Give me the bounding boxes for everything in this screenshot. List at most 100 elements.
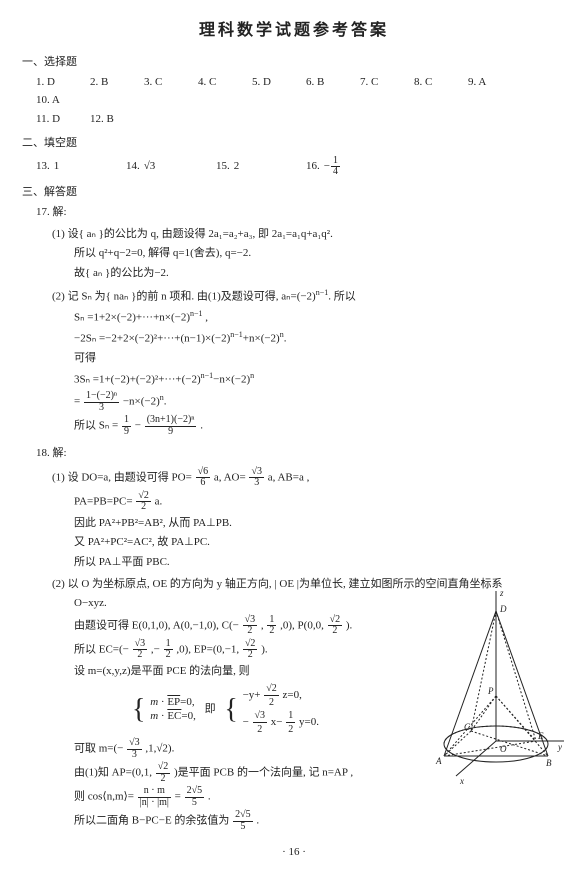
frac: √66 [196, 467, 211, 489]
frac: √22 [328, 615, 343, 637]
text: ,1,√2). [145, 743, 174, 755]
mc-row-1: 1. D2. B3. C4. C5. D6. B7. C8. C9. A10. … [36, 74, 566, 109]
text: . 所以 [328, 290, 356, 302]
eq-left: m · EP=0, m · EC=0, [150, 695, 196, 724]
text: z=0, [282, 689, 301, 701]
lbl-C: C [464, 722, 471, 732]
sup: n−1 [230, 330, 243, 339]
text: −n×(−2) [123, 396, 160, 408]
text: x− [271, 716, 283, 728]
cone-figure: z D P O A B C E y x [426, 586, 566, 786]
frac: √32 [243, 615, 258, 637]
n: √3 [253, 709, 268, 723]
text: . [284, 333, 287, 345]
d: 2 [267, 626, 276, 637]
d: 2 [253, 723, 268, 736]
q17-p2: (2) 记 Sₙ 为{ naₙ }的前 n 项和. 由(1)及题设可得, aₙ=… [52, 287, 566, 306]
mc-item: 12. B [90, 111, 144, 129]
text: = [74, 396, 80, 408]
section-mc-header: 一、选择题 [22, 54, 566, 72]
frac: √22 [243, 639, 258, 661]
frac: √32 [253, 709, 268, 736]
eq-right: −y+ √22 z=0, − √32 x− 12 y=0. [243, 682, 319, 736]
text: 则 cos⟨n,m⟩= [74, 791, 134, 803]
q18-l11: 则 cos⟨n,m⟩= n · m|n| · |m| = 2√55 . [74, 786, 566, 808]
text: −n×(−2) [213, 374, 250, 386]
q18-l4: 又 PA²+PC²=AC², 故 PA⊥PC. [74, 534, 566, 552]
frac-num: 1−(−2)ⁿ [84, 391, 119, 403]
fb-label: 13. [36, 158, 50, 176]
frac: √22 [136, 491, 151, 513]
text: y=0. [299, 716, 319, 728]
lbl-P: P [487, 686, 494, 696]
q17-l2: 故{ aₙ }的公比为−2. [74, 265, 566, 283]
text: ,− [151, 643, 160, 655]
text: 3Sₙ =1+(−2)+(−2)²+···+(−2) [74, 374, 201, 386]
sup: n [250, 371, 254, 380]
text: 所以 Sₙ = [74, 420, 118, 432]
lbl-A: A [435, 756, 442, 766]
q18-p2: (2) 以 O 为坐标原点, OE 的方向为 y 轴正方向, | OE |为单位… [52, 576, 566, 833]
frac-den: 3 [84, 403, 119, 414]
d: 2 [133, 650, 148, 661]
vec-ec: EC [167, 710, 181, 722]
fb-value: 1 [54, 158, 60, 176]
d: 5 [233, 822, 253, 833]
text: − [135, 420, 141, 432]
sup: n−1 [190, 309, 203, 318]
q17-l8: 所以 Sₙ = 1 9 − (3n+1)(−2)ⁿ 9 . [74, 415, 566, 437]
q18-l2: PA=PB=PC= √22 a. [74, 491, 566, 513]
frac: 1−(−2)ⁿ 3 [84, 391, 119, 413]
mc-item: 8. C [414, 74, 468, 92]
d: 2 [156, 774, 171, 785]
text: ,0), P(0,0, [280, 619, 324, 631]
q17-p1: (1) 设{ aₙ }的公比为 q, 由题设得 2a₁=a₂+a₃, 即 2a₁… [52, 226, 566, 244]
text: ). [261, 643, 267, 655]
text: 由题设可得 E(0,1,0), A(0,−1,0), C(− [74, 619, 239, 631]
bold-m: m [150, 710, 158, 722]
text: −y+ [243, 689, 261, 701]
frac-num: (3n+1)(−2)ⁿ [145, 415, 197, 427]
fb-item-13: 13. 1 [36, 156, 126, 178]
text: 由(1)知 AP=(0,1, [74, 767, 152, 779]
fb-row: 13. 1 14. √3 15. 2 16. − 1 4 [36, 156, 566, 178]
lbl-z: z [499, 588, 504, 598]
frac-num: 1 [122, 415, 131, 427]
fb-item-16: 16. − 1 4 [306, 156, 396, 178]
q18-l5: 所以 PA⊥平面 PBC. [74, 554, 566, 572]
vec-ep: EP [167, 696, 180, 708]
mc-item: 9. A [468, 74, 522, 92]
mc-item: 2. B [90, 74, 144, 92]
text: 所以 EC=(− [74, 643, 129, 655]
fb-item-15: 15. 2 [216, 156, 306, 178]
q17-header: 17. 解: [36, 204, 566, 222]
mc-item: 1. D [36, 74, 90, 92]
sup: n−1 [201, 371, 214, 380]
lbl-D: D [499, 604, 507, 614]
mc-row-2: 11. D12. B [36, 111, 566, 129]
d: 3 [127, 750, 142, 761]
d: 2 [286, 723, 295, 736]
frac: 2√55 [233, 810, 253, 832]
q18-header: 18. 解: [36, 445, 566, 463]
mc-item: 10. A [36, 92, 90, 110]
frac: n · m|n| · |m| [138, 786, 171, 808]
text: ). [346, 619, 352, 631]
brace-icon: { [132, 697, 145, 722]
lbl-O: O [500, 744, 507, 754]
d: 5 [185, 798, 205, 809]
text: Sₙ =1+2×(−2)+···+n×(−2) [74, 311, 190, 323]
text: , [203, 311, 209, 323]
page-footer: · 16 · [22, 844, 566, 862]
mc-item: 4. C [198, 74, 252, 92]
frac: (3n+1)(−2)ⁿ 9 [145, 415, 197, 437]
section-fb-header: 二、填空题 [22, 135, 566, 153]
frac: 1 9 [122, 415, 131, 437]
frac-den: 9 [145, 427, 197, 438]
frac-den: 9 [122, 427, 131, 438]
frac: √33 [127, 738, 142, 760]
eq-mid: 即 [205, 703, 216, 715]
text: PA=PB=PC= [74, 495, 133, 507]
doc-title: 理科数学试题参考答案 [22, 18, 566, 44]
q17-l6: 3Sₙ =1+(−2)+(−2)²+···+(−2)n−1−n×(−2)n [74, 370, 566, 389]
